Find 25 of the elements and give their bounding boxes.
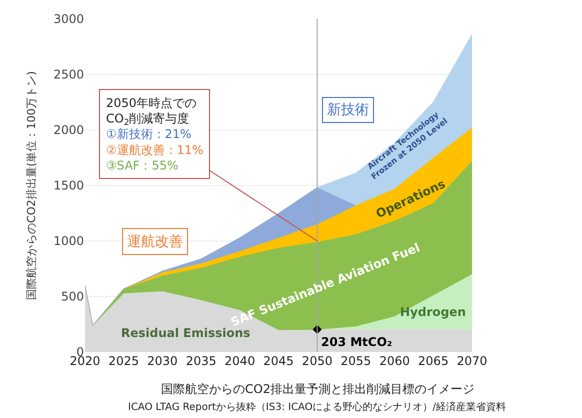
x-tick-label: 2040 <box>224 354 256 368</box>
y-axis-title: 国際航空からのCO2排出量(単位：100万トン) <box>25 71 38 300</box>
annotation: 203 MtCO₂ <box>321 335 392 349</box>
y-tick-label: 1500 <box>53 178 84 193</box>
annotation: 新技術 <box>327 102 369 118</box>
series-label: Hydrogen <box>400 305 466 319</box>
y-tick-label: 1000 <box>53 234 84 248</box>
y-tick-label: 500 <box>61 290 84 304</box>
x-tick-label: 2030 <box>147 354 178 368</box>
annotation: 運航改善 <box>127 233 183 250</box>
text: 国際航空からのCO2排出量予測と排出削減目標のイメージ <box>161 382 474 396</box>
x-tick-label: 2065 <box>418 354 449 368</box>
x-tick-label: 2050 <box>302 354 332 368</box>
x-tick-label: 2060 <box>379 354 410 368</box>
x-tick-label: 2055 <box>340 354 372 368</box>
y-tick-label: 2500 <box>53 68 84 82</box>
x-tick-label: 2025 <box>108 354 139 368</box>
y-tick-label: 3000 <box>53 12 84 26</box>
annotation: 2050年時点での CO$_{2}$削減寄与度 ①新技術：21% ②運航改善：11% ③SAF：55% <box>106 96 204 172</box>
x-tick-label: 2045 <box>263 354 294 368</box>
x-tick-label: 2070 <box>456 354 488 368</box>
y-tick-label: 2000 <box>53 123 84 138</box>
text: ICAO LTAG Reportから抜粋（IS3: ICAOによる野心的なシナリオ）/経済産業省資料 <box>128 401 506 413</box>
x-tick-label: 2035 <box>186 354 216 368</box>
series-label: Residual Emissions <box>121 326 250 340</box>
